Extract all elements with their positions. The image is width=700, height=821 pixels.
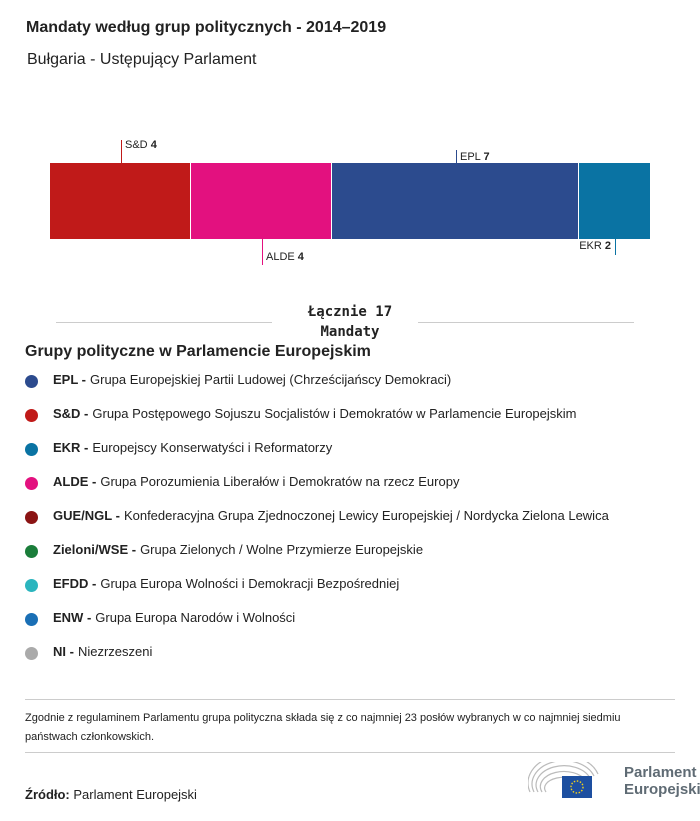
chart-subtitle: Bułgaria - Ustępujący Parlament [27, 51, 257, 68]
parliament-logo: Parlament Europejski [528, 762, 700, 800]
label-tick [262, 239, 263, 265]
legend-name: Grupa Europa Wolności i Demokracji Bezpo… [100, 576, 400, 591]
legend-abbr: ENW - [53, 610, 92, 625]
legend-abbr: Zieloni/WSE - [53, 542, 137, 557]
legend-dot-icon [25, 511, 38, 524]
segment-name: EKR [579, 240, 605, 252]
source: Źródło: Parlament Europejski [25, 787, 197, 802]
footnote: Zgodnie z regulaminem Parlamentu grupa p… [25, 712, 621, 743]
bar-segment-ekr [579, 163, 650, 239]
legend-text: EKR - Europejscy Konserwatyści i Reformat… [53, 440, 332, 455]
legend-item: S&D - Grupa Postępowego Sojuszu Socjalist… [25, 406, 609, 440]
divider [25, 752, 675, 753]
divider-right [418, 322, 634, 323]
legend-item: ALDE - Grupa Porozumienia Liberałów i Dem… [25, 474, 609, 508]
segment-name: EPL [460, 151, 484, 163]
legend-item: EFDD - Grupa Europa Wolności i Demokracji… [25, 576, 609, 610]
legend-name: Europejscy Konserwatyści i Reformatorzy [92, 440, 333, 455]
seat-bar-chart: S&D 4 ALDE 4 EPL 7 EKR 2 [0, 130, 700, 280]
legend-dot-icon [25, 613, 38, 626]
legend-abbr: GUE/NGL - [53, 508, 120, 523]
segment-value: 4 [297, 251, 304, 263]
legend-name: Grupa Postępowego Sojuszu Socjalistów i … [92, 406, 577, 421]
bar-segment-epl [332, 163, 579, 239]
segment-label: EKR 2 [579, 240, 611, 252]
legend-abbr: S&D - [53, 406, 89, 421]
legend-abbr: EPL - [53, 372, 86, 387]
legend-dot-icon [25, 579, 38, 592]
source-label: Źródło: [25, 787, 70, 802]
source-value: Parlament Europejski [73, 787, 197, 802]
legend-dot-icon [25, 647, 38, 660]
legend-text: GUE/NGL - Konfederacyjna Grupa Zjednoczon… [53, 508, 609, 523]
hemicycle-eu-flag-icon [528, 762, 599, 798]
bar-segment-sd [50, 163, 191, 239]
legend-abbr: EFDD - [53, 576, 97, 591]
legend-item: EPL - Grupa Europejskiej Partii Ludowej (… [25, 372, 609, 406]
legend-dot-icon [25, 409, 38, 422]
total-unit: Mandaty [320, 324, 380, 340]
legend-dot-icon [25, 443, 38, 456]
total-label: Łącznie 17 [307, 304, 393, 320]
bar-segment-alde [191, 163, 332, 239]
legend: EPL - Grupa Europejskiej Partii Ludowej (… [25, 372, 609, 678]
legend-item: EKR - Europejscy Konserwatyści i Reformat… [25, 440, 609, 474]
segment-label: EPL 7 [460, 151, 490, 163]
segment-value: 7 [483, 151, 490, 163]
label-tick [615, 239, 616, 255]
legend-name: Grupa Europejskiej Partii Ludowej (Chrze… [90, 372, 452, 387]
legend-text: EPL - Grupa Europejskiej Partii Ludowej (… [53, 372, 451, 387]
legend-text: S&D - Grupa Postępowego Sojuszu Socjalist… [53, 406, 577, 421]
total-seats: Łącznie 17 Mandaty [0, 302, 700, 342]
divider-left [56, 322, 272, 323]
logo-line2: Europejski [624, 781, 700, 798]
legend-title: Grupy polityczne w Parlamencie Europejsk… [25, 343, 371, 360]
label-tick [121, 140, 122, 163]
divider [25, 699, 675, 700]
legend-name: Grupa Europa Narodów i Wolności [95, 610, 296, 625]
label-tick [456, 150, 457, 163]
segment-name: S&D [125, 139, 151, 151]
legend-dot-icon [25, 477, 38, 490]
legend-text: ENW - Grupa Europa Narodów i Wolności [53, 610, 295, 625]
legend-text: NI - Niezrzeszeni [53, 644, 152, 659]
legend-item: Zieloni/WSE - Grupa Zielonych / Wolne Prz… [25, 542, 609, 576]
legend-abbr: ALDE - [53, 474, 97, 489]
legend-name: Grupa Porozumienia Liberałów i Demokrató… [100, 474, 460, 489]
legend-abbr: NI - [53, 644, 74, 659]
legend-text: Zieloni/WSE - Grupa Zielonych / Wolne Prz… [53, 542, 423, 557]
legend-name: Niezrzeszeni [77, 644, 153, 659]
segment-value: 2 [604, 240, 611, 252]
segment-name: ALDE [266, 251, 298, 263]
segment-label: S&D 4 [125, 139, 157, 151]
segment-label: ALDE 4 [266, 251, 304, 263]
legend-dot-icon [25, 375, 38, 388]
legend-name: Grupa Zielonych / Wolne Przymierze Europ… [140, 542, 424, 557]
logo-line1: Parlament [624, 764, 697, 781]
legend-dot-icon [25, 545, 38, 558]
legend-text: ALDE - Grupa Porozumienia Liberałów i Dem… [53, 474, 459, 489]
legend-name: Konfederacyjna Grupa Zjednoczonej Lewicy… [123, 508, 609, 523]
legend-abbr: EKR - [53, 440, 89, 455]
legend-item: GUE/NGL - Konfederacyjna Grupa Zjednoczon… [25, 508, 609, 542]
segment-value: 4 [150, 139, 157, 151]
chart-title: Mandaty według grup politycznych - 2014–… [26, 19, 387, 36]
legend-item: NI - Niezrzeszeni [25, 644, 609, 678]
legend-text: EFDD - Grupa Europa Wolności i Demokracji… [53, 576, 399, 591]
legend-item: ENW - Grupa Europa Narodów i Wolności [25, 610, 609, 644]
